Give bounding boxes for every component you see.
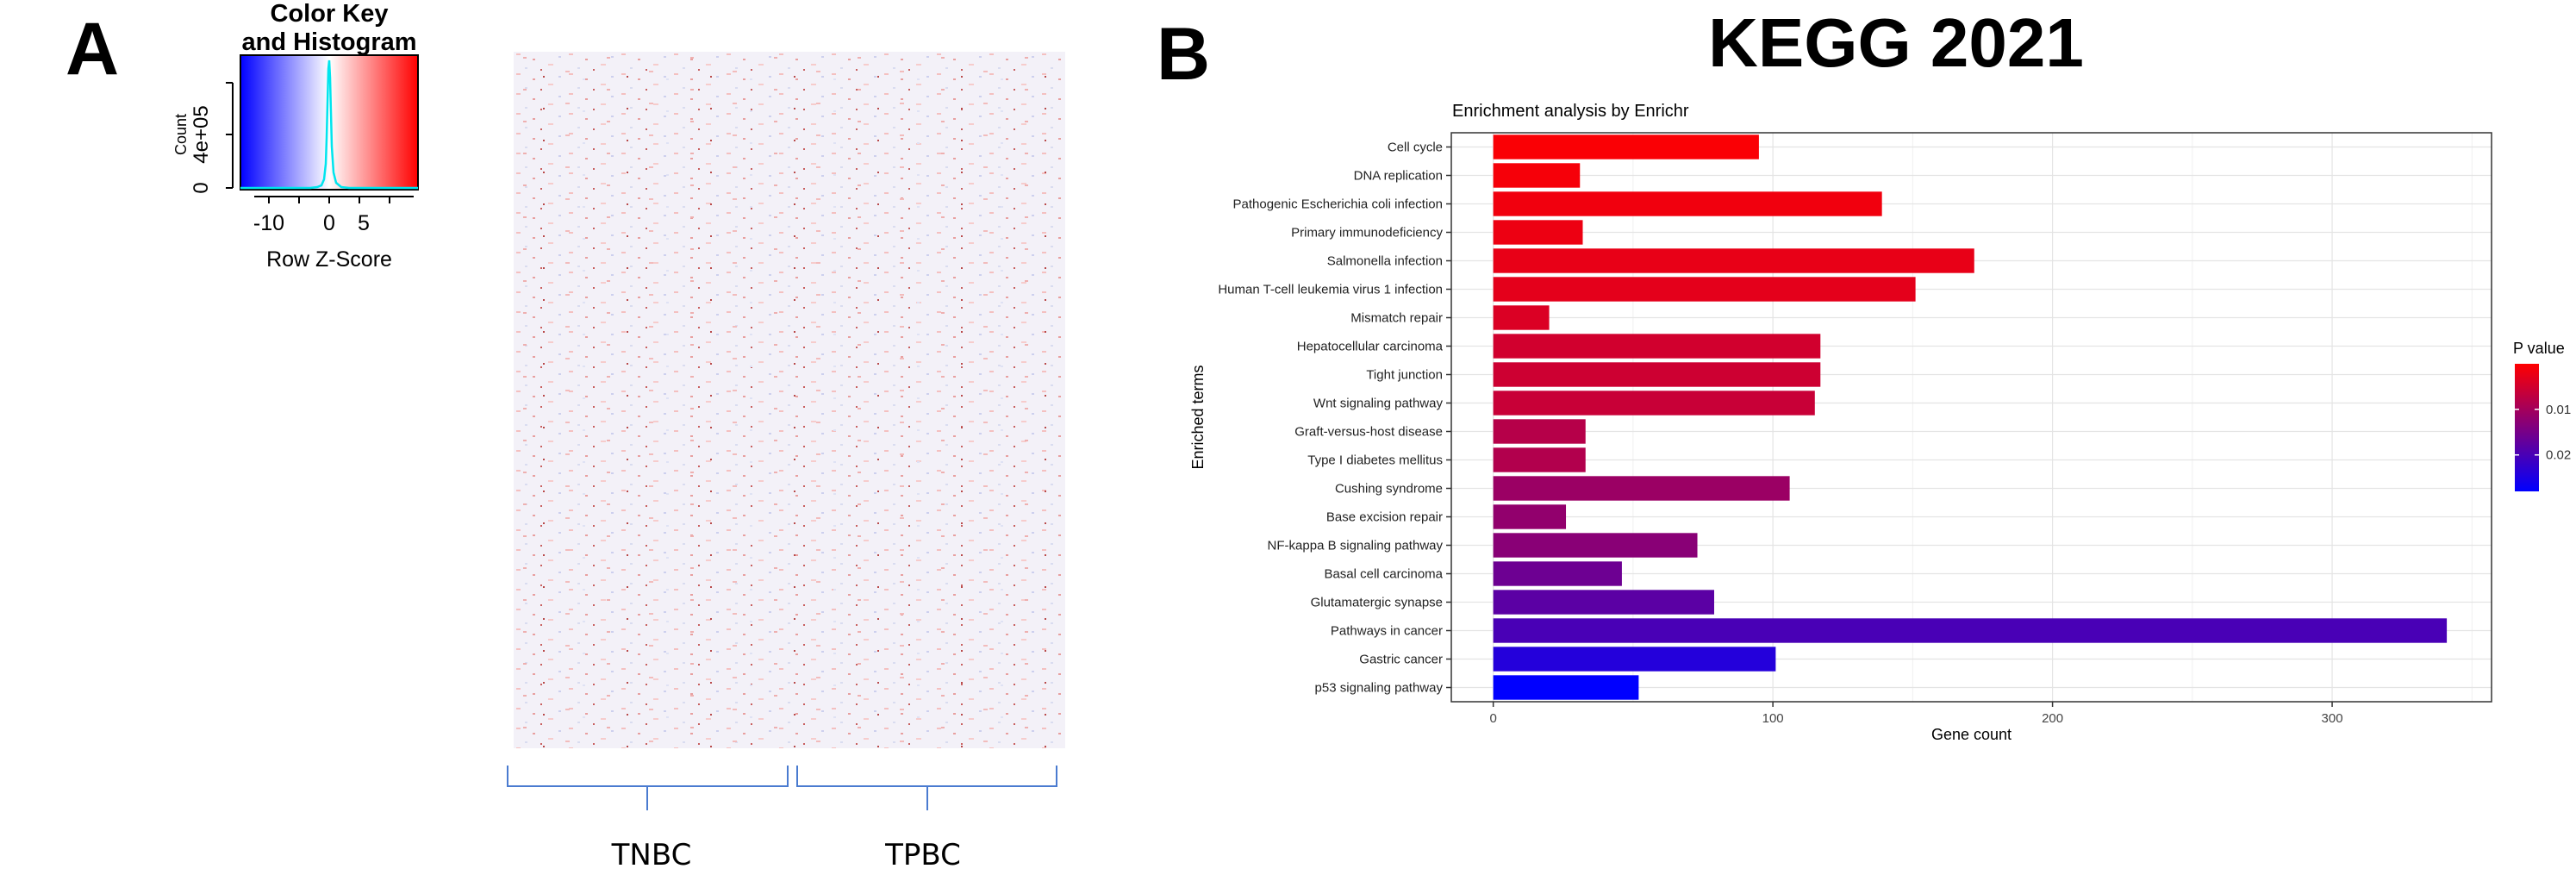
y-tick-label-4: Salmonella infection [1327,254,1443,269]
x-tick-label-200: 200 [2042,711,2063,726]
heatmap-cells-overlay [514,52,1065,748]
color-key-chart: 0 4e+05 Count -10 0 5 [172,54,419,235]
y-tick-label-9: Wnt signaling pathway [1313,397,1444,411]
y-tick-label-1: DNA replication [1354,169,1443,184]
plot-background [1451,133,2492,702]
y-tick-label-18: Gastric cancer [1359,653,1443,667]
bar-16 [1493,590,1714,615]
y-tick-label-2: Pathogenic Escherichia coli infection [1233,197,1443,212]
y-tick-label-6: Mismatch repair [1350,311,1443,326]
panel-a-label: A [65,8,120,91]
color-key-xtick-label-1: 0 [323,211,335,235]
colorbar-tick-label-0: 0.01 [2546,403,2571,417]
bar-18 [1493,647,1776,672]
bar-19 [1493,675,1639,700]
y-tick-label-12: Cushing syndrome [1335,482,1443,497]
tnbc-bracket [507,766,789,810]
y-tick-label-16: Glutamatergic synapse [1311,596,1443,610]
chart-title: KEGG 2021 [1708,4,2084,81]
bar-2 [1493,191,1882,216]
y-tick-label-10: Graft-versus-host disease [1294,425,1443,440]
bar-15 [1493,561,1622,586]
plot-border [1450,132,2492,703]
bar-9 [1493,391,1815,416]
color-key-title: Color Key and Histogram [226,0,433,58]
y-tick-label-13: Base excision repair [1326,510,1443,525]
y-tick-label-15: Basal cell carcinoma [1324,567,1443,582]
color-key-histogram [240,59,418,190]
y-tick-label-14: NF-kappa B signaling pathway [1268,539,1444,553]
tpbc-bracket [796,766,1057,810]
y-tick-label-5: Human T-cell leukemia virus 1 infection [1218,283,1443,297]
color-key-xtick-label-2: 5 [358,211,370,235]
panel-b-label: B [1157,13,1211,96]
color-key-ylabel: Count [172,114,190,155]
bar-7 [1493,334,1821,359]
y-tick-label-3: Primary immunodeficiency [1291,226,1443,241]
colorbar-tick-label-1: 0.02 [2546,448,2571,463]
y-tick-label-19: p53 signaling pathway [1315,681,1444,696]
bar-6 [1493,305,1550,330]
tnbc-label: TNBC [611,838,692,872]
colorbar-gradient [2515,364,2539,491]
y-tick-label-7: Hepatocellular carcinoma [1297,340,1444,354]
y-tick-label-11: Type I diabetes mellitus [1307,453,1443,468]
bar-13 [1493,504,1567,529]
y-tick-label-0: Cell cycle [1388,141,1443,155]
color-key-title-line-1: Color Key [270,0,389,28]
bar-14 [1493,533,1698,558]
color-key-ytick-label-0: 0 [190,182,213,193]
enrichment-bar-chart: Cell cycle DNA replication Pathogenic Esch… [1189,132,2571,743]
bar-10 [1493,419,1586,444]
colorbar-title: P value [2513,340,2565,357]
bar-3 [1493,220,1583,245]
color-key-xlabel: Row Z-Score [266,247,392,272]
bar-5 [1493,277,1916,302]
color-key-xtick-label-0: -10 [253,211,284,235]
y-tick-label-8: Tight junction [1366,368,1443,383]
x-tick-label-0: 0 [1489,711,1496,726]
bar-12 [1493,476,1790,501]
bar-0 [1493,134,1759,159]
enrichment-subtitle: Enrichment analysis by Enrichr [1452,102,1689,121]
tpbc-label: TPBC [885,838,961,872]
x-tick-label-300: 300 [2322,711,2343,726]
bar-11 [1493,447,1586,472]
y-axis-label: Enriched terms [1189,365,1207,469]
group-brackets [507,766,1057,810]
heatmap [514,52,1065,748]
y-tick-label-17: Pathways in cancer [1331,624,1443,639]
color-key-title-line-2: and Histogram [241,28,417,57]
bar-8 [1493,362,1821,387]
color-key-ytick-label-1: 4e+05 [190,105,213,163]
bar-17 [1493,618,2448,643]
bar-4 [1493,248,1974,273]
bar-1 [1493,163,1581,188]
x-axis-label: Gene count [1931,726,2012,743]
x-tick-label-100: 100 [1762,711,1784,726]
